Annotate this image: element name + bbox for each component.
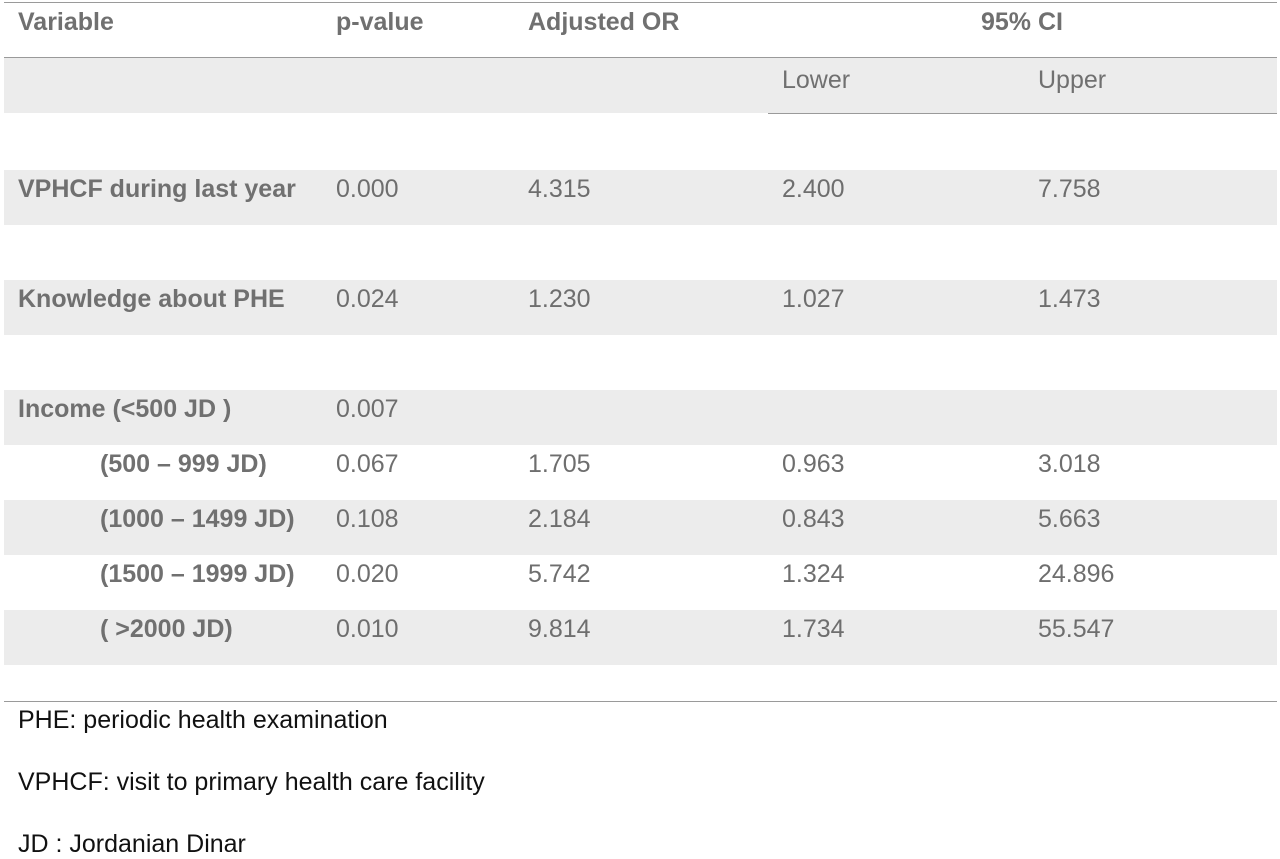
header-upper: Upper [1038,66,1107,94]
table-top-border [4,2,1277,3]
lower-cell: 0.963 [782,450,845,478]
upper-cell: 3.018 [1038,450,1101,478]
subheader-row [4,58,1277,113]
header-lower: Lower [782,66,851,94]
or-cell: 5.742 [528,560,591,588]
upper-cell: 24.896 [1038,560,1115,588]
pvalue-cell: 0.067 [336,450,399,478]
header-divider [4,57,1277,58]
variable-cell: ( >2000 JD) [100,615,233,643]
table-row: Income (<500 JD ) 0.007 [4,390,1277,445]
variable-cell: Income (<500 JD ) [18,395,232,423]
lower-cell: 2.400 [782,175,845,203]
variable-cell: (1500 – 1999 JD) [100,560,295,588]
footnote-phe: PHE: periodic health examination [18,706,388,734]
lower-cell: 1.027 [782,285,845,313]
pvalue-cell: 0.007 [336,395,399,423]
results-table: Variable p-value Adjusted OR 95% CI Lowe… [4,0,1277,702]
variable-cell: Knowledge about PHE [18,285,285,313]
lower-cell: 0.843 [782,505,845,533]
variable-cell: VPHCF during last year [18,175,296,203]
pvalue-cell: 0.000 [336,175,399,203]
upper-cell: 55.547 [1038,615,1115,643]
table-row: (1500 – 1999 JD) 0.020 5.742 1.324 24.89… [4,555,1277,610]
pvalue-cell: 0.108 [336,505,399,533]
or-cell: 1.230 [528,285,591,313]
pvalue-cell: 0.020 [336,560,399,588]
table-row: (1000 – 1499 JD) 0.108 2.184 0.843 5.663 [4,500,1277,555]
table-bottom-border [4,701,1277,702]
table-row: Knowledge about PHE 0.024 1.230 1.027 1.… [4,280,1277,335]
variable-cell: (500 – 999 JD) [100,450,267,478]
upper-cell: 1.473 [1038,285,1101,313]
header-ci: 95% CI [981,8,1063,36]
variable-cell: (1000 – 1499 JD) [100,505,295,533]
table-row: VPHCF during last year 0.000 4.315 2.400… [4,170,1277,225]
or-cell: 1.705 [528,450,591,478]
upper-cell: 7.758 [1038,175,1101,203]
header-variable: Variable [18,8,114,36]
or-cell: 2.184 [528,505,591,533]
pvalue-cell: 0.024 [336,285,399,313]
lower-cell: 1.734 [782,615,845,643]
footnote-jd: JD : Jordanian Dinar [18,830,246,858]
ci-subheader-divider [768,113,1277,114]
table-row: (500 – 999 JD) 0.067 1.705 0.963 3.018 [4,445,1277,500]
upper-cell: 5.663 [1038,505,1101,533]
or-cell: 9.814 [528,615,591,643]
footnote-vphcf: VPHCF: visit to primary health care faci… [18,768,485,796]
table-row: ( >2000 JD) 0.010 9.814 1.734 55.547 [4,610,1277,665]
pvalue-cell: 0.010 [336,615,399,643]
header-pvalue: p-value [336,8,424,36]
or-cell: 4.315 [528,175,591,203]
header-adjusted-or: Adjusted OR [528,8,680,36]
lower-cell: 1.324 [782,560,845,588]
